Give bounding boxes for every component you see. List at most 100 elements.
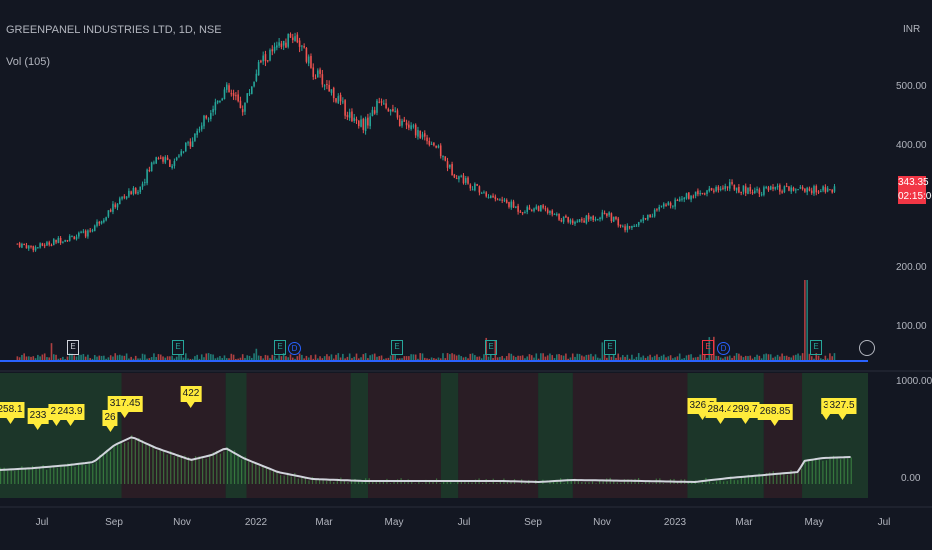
candle-body <box>203 115 205 127</box>
volume-bar <box>647 356 649 360</box>
volume-bar <box>492 358 494 360</box>
volume-bar <box>822 358 824 360</box>
dividend-icon[interactable]: D <box>717 342 730 355</box>
candle-body <box>749 187 752 192</box>
candle-body <box>408 124 410 128</box>
indicator-bar <box>489 483 491 484</box>
candle-body <box>760 194 763 196</box>
candle-body <box>587 215 590 220</box>
volume-bar <box>594 354 597 360</box>
lightning-icon[interactable] <box>859 340 875 356</box>
price-tick-400: 400.00 <box>896 140 927 151</box>
candle-body <box>169 160 171 167</box>
volume-bar <box>565 353 567 360</box>
candle-body <box>685 193 688 199</box>
candle-body <box>260 60 262 63</box>
volume-bar <box>694 357 697 360</box>
indicator-bar <box>616 482 618 484</box>
x-tick-2022: 2022 <box>244 517 268 528</box>
candle-body <box>567 217 569 222</box>
volume-bar <box>779 356 781 360</box>
candle-body <box>332 87 335 99</box>
indicator-bar <box>818 459 820 484</box>
volume-bar <box>78 354 80 360</box>
volume-bar <box>184 353 187 360</box>
candle-body <box>298 40 301 47</box>
earnings-icon[interactable]: E <box>702 340 714 355</box>
volume-bar <box>610 356 613 360</box>
indicator-callout: 3 <box>821 398 831 420</box>
earnings-icon[interactable]: E <box>391 340 403 355</box>
earnings-icon[interactable]: E <box>67 340 79 355</box>
indicator-bar <box>46 469 48 484</box>
volume-bar <box>439 358 442 360</box>
volume-bar <box>82 354 85 360</box>
volume-bar <box>205 353 208 360</box>
volume-bar <box>672 358 674 360</box>
symbol-title[interactable]: GREENPANEL INDUSTRIES LTD, 1D, NSE <box>6 24 222 36</box>
volume-bar <box>715 355 717 360</box>
candle-body <box>398 118 401 127</box>
candle-body <box>565 215 567 218</box>
volume-bar <box>378 356 381 360</box>
candle-body <box>703 193 706 195</box>
indicator-bar <box>318 479 321 484</box>
candle-body <box>530 210 533 212</box>
candle-body <box>230 93 233 95</box>
candle-body <box>569 219 572 223</box>
volume-bar <box>667 356 670 360</box>
indicator-bar <box>56 467 58 484</box>
volume-bar <box>804 280 806 360</box>
candle-body <box>435 145 437 148</box>
candle-body <box>178 155 180 157</box>
volume-bar <box>364 353 367 360</box>
indicator-bar <box>811 458 813 484</box>
earnings-icon[interactable]: E <box>485 340 497 355</box>
indicator-bar <box>198 456 200 484</box>
candle-body <box>271 49 274 52</box>
volume-bar <box>84 356 87 360</box>
volume-bar <box>562 355 565 360</box>
volume-indicator-label[interactable]: Vol (105) <box>6 56 51 68</box>
indicator-histogram <box>0 435 852 484</box>
candle-body <box>596 219 599 221</box>
candle-body <box>660 205 663 207</box>
earnings-icon[interactable]: E <box>604 340 616 355</box>
indicator-bar <box>77 464 80 484</box>
candle-body <box>355 119 358 121</box>
x-tick-2023: 2023 <box>663 517 687 528</box>
candle-body <box>460 175 462 177</box>
candle-body <box>442 155 444 158</box>
earnings-icon[interactable]: E <box>274 340 286 355</box>
indicator-bar <box>280 475 282 484</box>
indicator-bar <box>308 480 310 484</box>
indicator-bar <box>708 479 711 484</box>
candle-body <box>150 162 153 172</box>
volume-bar <box>230 353 233 360</box>
indicator-bar <box>166 454 168 484</box>
candle-body <box>25 245 28 249</box>
volume-bar <box>387 357 390 360</box>
earnings-icon[interactable]: E <box>810 340 822 355</box>
candle-body <box>294 36 296 41</box>
candle-body <box>339 94 342 102</box>
volume-bar <box>826 358 829 360</box>
earnings-icon[interactable]: E <box>172 340 184 355</box>
candle-body <box>228 85 230 93</box>
dividend-icon[interactable]: D <box>288 342 301 355</box>
candle-body <box>592 216 595 220</box>
volume-bar <box>132 358 135 360</box>
candle-body <box>223 89 226 100</box>
volume-bar <box>328 356 330 360</box>
candle-body <box>489 195 492 198</box>
candle-body <box>362 118 365 130</box>
indicator-bar <box>134 439 136 484</box>
indicator-callout: 233 <box>27 408 49 430</box>
candle-body <box>474 183 476 191</box>
volume-bar <box>735 353 738 360</box>
candle-body <box>30 245 32 247</box>
volume-bar <box>52 354 55 360</box>
volume-bar <box>669 355 672 360</box>
candle-body <box>517 205 519 212</box>
